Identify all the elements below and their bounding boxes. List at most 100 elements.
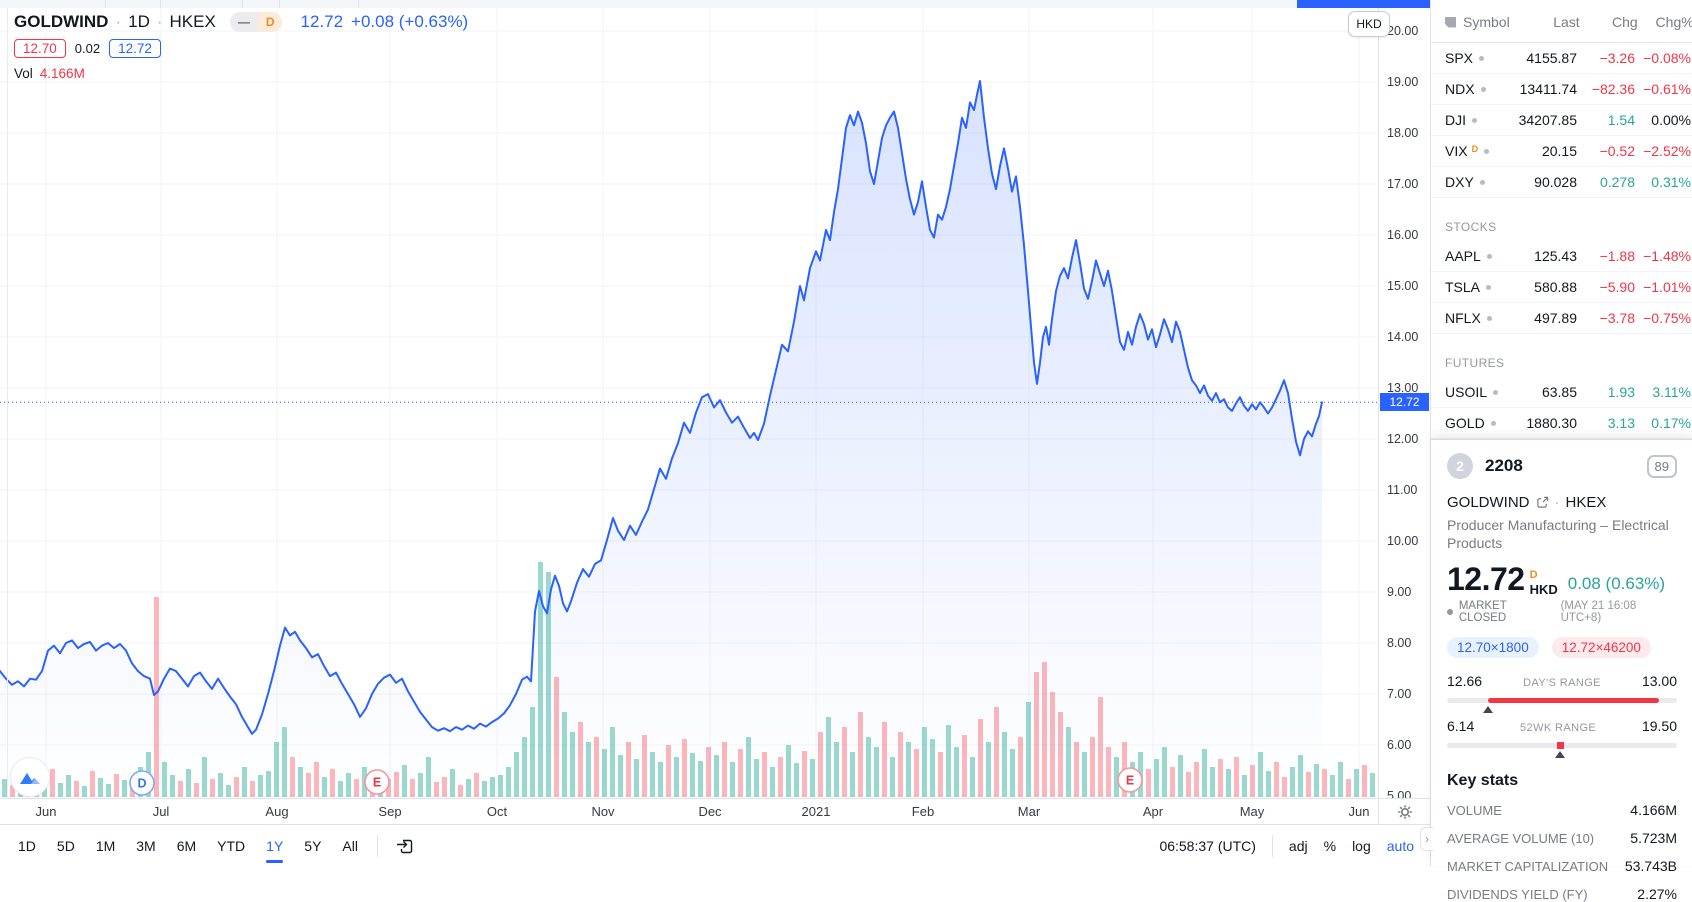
volume-bar bbox=[1314, 764, 1319, 797]
watchlist-row[interactable]: DXY 90.028 0.278 0.31% bbox=[1431, 167, 1692, 198]
watchlist-symbol: DXY bbox=[1445, 174, 1507, 190]
name-separator: · bbox=[1554, 494, 1560, 511]
volume-bar bbox=[714, 755, 719, 797]
watchlist-row[interactable]: TSLA 580.88 −5.90 −1.01% bbox=[1431, 272, 1692, 303]
volume-bar bbox=[122, 780, 127, 797]
tradingview-logo[interactable] bbox=[10, 757, 50, 797]
range-button-1m[interactable]: 1M bbox=[95, 838, 116, 854]
market-status-dot bbox=[1486, 253, 1492, 259]
day-range-marker bbox=[1483, 706, 1494, 713]
bid-price-box: 12.70 bbox=[14, 39, 66, 58]
delayed-data-pill[interactable]: D bbox=[257, 12, 283, 32]
price-tick-label: 9.00 bbox=[1387, 585, 1412, 599]
market-status-dot bbox=[1486, 284, 1492, 290]
legend-symbol[interactable]: GOLDWIND bbox=[14, 12, 109, 31]
watchlist-row[interactable]: SPX 4155.87 −3.26 −0.08% bbox=[1431, 43, 1692, 74]
go-to-date-button[interactable] bbox=[395, 836, 415, 856]
key-stat-value: 4.166M bbox=[1630, 802, 1677, 818]
toolbar-right-group: 06:58:37 (UTC) adj % log auto bbox=[1159, 825, 1414, 867]
volume-bar bbox=[114, 774, 119, 797]
panel-collapse-button[interactable]: › bbox=[1420, 827, 1433, 851]
price-tick-label: 18.00 bbox=[1387, 126, 1419, 140]
range-button-1d[interactable]: 1D bbox=[18, 838, 36, 854]
adjust-toggle[interactable]: adj bbox=[1288, 838, 1308, 854]
symbol-score-badge[interactable]: 89 bbox=[1646, 454, 1677, 478]
range-button-ytd[interactable]: YTD bbox=[217, 838, 246, 854]
range-button-6m[interactable]: 6M bbox=[176, 838, 197, 854]
external-link-icon[interactable] bbox=[1536, 496, 1549, 509]
auto-scale-toggle[interactable]: auto bbox=[1386, 838, 1414, 854]
wk-range-bar bbox=[1447, 742, 1677, 758]
watchlist-rows: SPX 4155.87 −3.26 −0.08% NDX 13411.74 −82.36 −0… bbox=[1431, 43, 1692, 470]
marker-letter: D bbox=[137, 777, 146, 791]
series-visibility-pill[interactable]: — bbox=[229, 12, 258, 32]
time-axis[interactable]: Jun Jul Aug Sep Oct Nov Dec 2021 Feb Mar Apr May Jun bbox=[0, 798, 1430, 825]
watchlist-last: 13411.74 bbox=[1519, 81, 1577, 97]
volume-bar bbox=[578, 722, 583, 797]
chart-pane[interactable]: D E E bbox=[0, 8, 1378, 798]
volume-bar bbox=[626, 742, 631, 797]
marker-letter: E bbox=[1126, 774, 1134, 788]
current-time[interactable]: 06:58:37 (UTC) bbox=[1159, 838, 1256, 854]
time-tick-label: Aug bbox=[265, 804, 289, 819]
volume-bar bbox=[178, 781, 183, 797]
symbol-name[interactable]: GOLDWIND bbox=[1447, 494, 1530, 511]
watchlist-col-chgp[interactable]: Chg% bbox=[1655, 14, 1692, 30]
volume-bar bbox=[882, 722, 887, 797]
watchlist-row[interactable]: VIX D 20.15 −0.52 −2.52% bbox=[1431, 136, 1692, 167]
watchlist-row[interactable]: NFLX 497.89 −3.78 −0.75% bbox=[1431, 303, 1692, 334]
chart-legend: GOLDWIND · 1D · HKEX — D 12.72 +0.08 (+0… bbox=[14, 12, 468, 81]
volume-bar bbox=[58, 783, 63, 797]
volume-bar bbox=[1090, 737, 1095, 797]
time-tick-label: Nov bbox=[591, 804, 615, 819]
symbol-sector[interactable]: Producer Manufacturing – Electrical Prod… bbox=[1447, 517, 1669, 551]
time-tick-label: Mar bbox=[1017, 804, 1041, 819]
log-scale-toggle[interactable]: log bbox=[1352, 838, 1371, 854]
legend-exchange[interactable]: HKEX bbox=[169, 12, 216, 31]
range-button-5y[interactable]: 5Y bbox=[304, 838, 322, 854]
watchlist-chg: 3.13 bbox=[1607, 415, 1635, 431]
volume-bar bbox=[330, 769, 335, 797]
watchlist-row[interactable]: USOIL 63.85 1.93 3.11% bbox=[1431, 377, 1692, 408]
watchlist-flag-icon[interactable] bbox=[1445, 16, 1456, 28]
price-axis[interactable]: HKD 12.72 20.00 19.00 18.00 17.00 16.00 15.00… bbox=[1348, 8, 1431, 803]
volume-bar bbox=[514, 752, 519, 797]
watchlist-last: 4155.87 bbox=[1526, 50, 1577, 66]
watchlist-row[interactable]: DJI 34207.85 1.54 0.00% bbox=[1431, 105, 1692, 136]
volume-bar bbox=[1330, 775, 1335, 797]
range-button-3m[interactable]: 3M bbox=[136, 838, 156, 854]
wk-range-label: 52WK RANGE bbox=[1520, 722, 1597, 734]
volume-bar bbox=[1202, 749, 1207, 797]
price-chart[interactable]: D E E bbox=[0, 8, 1378, 798]
go-to-date-icon[interactable] bbox=[395, 836, 415, 856]
range-button-1y[interactable]: 1Y bbox=[266, 838, 284, 863]
volume-bar bbox=[1210, 767, 1215, 797]
volume-bar bbox=[1322, 769, 1327, 797]
currency-button[interactable]: HKD bbox=[1348, 11, 1390, 37]
market-status-time: (MAY 21 16:08 UTC+8) bbox=[1560, 600, 1637, 624]
last-price-axis-label: 12.72 bbox=[1380, 393, 1429, 412]
volume-bar bbox=[1058, 712, 1063, 797]
volume-bar bbox=[810, 759, 815, 797]
watchlist-row[interactable]: NDX 13411.74 −82.36 −0.61% bbox=[1431, 74, 1692, 105]
watchlist-row[interactable]: AAPL 125.43 −1.88 −1.48% bbox=[1431, 241, 1692, 272]
watchlist-chg: 1.93 bbox=[1607, 384, 1635, 400]
watchlist-col-chg[interactable]: Chg bbox=[1612, 14, 1638, 30]
market-status-dot bbox=[1484, 148, 1490, 154]
watchlist-row[interactable]: GOLD 1880.30 3.13 0.17% bbox=[1431, 408, 1692, 439]
gear-icon[interactable] bbox=[1397, 804, 1413, 820]
volume-bar bbox=[1274, 762, 1279, 797]
axis-settings-corner[interactable] bbox=[1378, 799, 1431, 825]
legend-interval[interactable]: 1D bbox=[128, 12, 150, 31]
volume-bar bbox=[1338, 762, 1343, 797]
watchlist-col-symbol[interactable]: Symbol bbox=[1463, 14, 1510, 30]
legend-last-price: 12.72 bbox=[300, 12, 344, 31]
range-button-all[interactable]: All bbox=[342, 838, 358, 854]
volume-bar bbox=[786, 745, 791, 797]
watchlist-panel: Symbol Last Chg Chg% SPX 4155.87 −3.26 −0.0… bbox=[1430, 0, 1692, 902]
percent-scale-toggle[interactable]: % bbox=[1323, 838, 1337, 854]
volume-bar bbox=[866, 737, 871, 797]
volume-bar bbox=[394, 772, 399, 797]
range-button-5d[interactable]: 5D bbox=[56, 838, 75, 854]
watchlist-col-last[interactable]: Last bbox=[1553, 14, 1580, 30]
